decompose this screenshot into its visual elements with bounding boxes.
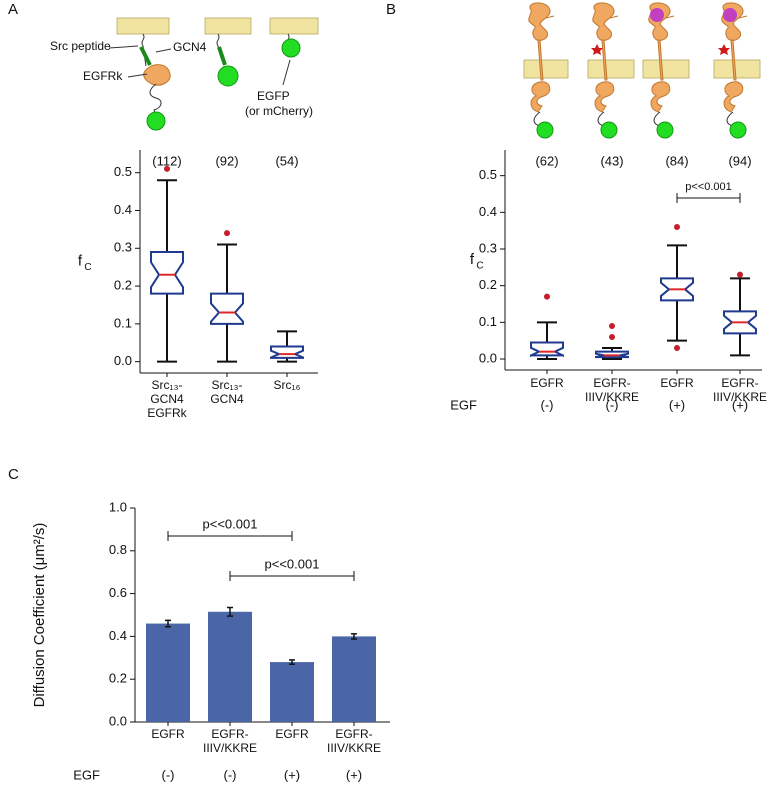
x-tick-label: GCN4 — [210, 392, 244, 406]
x-tick-label: IIIV/KKRE — [327, 741, 381, 755]
y-tick-label: 0.5 — [114, 164, 132, 179]
schematic-b — [523, 2, 761, 139]
y-tick-label: 0.4 — [479, 204, 497, 219]
x-tick-label: GCN4 — [150, 392, 184, 406]
x-tick-label: EGFR- — [211, 727, 248, 741]
y-tick-label: 0.3 — [114, 240, 132, 255]
y-tick-label: 0.1 — [114, 315, 132, 330]
count-label: (112) — [152, 153, 181, 168]
row-value: (-) — [541, 397, 554, 412]
y-tick-label: 0.5 — [479, 167, 497, 182]
panel-label: B — [386, 1, 396, 18]
y-axis-label: f — [78, 252, 83, 269]
x-tick-label: Src₁₃- — [152, 378, 183, 392]
row-value: (+) — [732, 397, 748, 412]
y-tick-label: 0.2 — [109, 671, 127, 686]
y-tick-label: 0.2 — [479, 277, 497, 292]
x-tick-label: EGFR- — [593, 376, 630, 390]
row-label: EGF — [73, 767, 100, 782]
y-tick-label: 0.4 — [114, 202, 132, 217]
x-tick-label: EGFR- — [335, 727, 372, 741]
panel-label: C — [8, 466, 19, 483]
schematic-a: Src peptide GCN4 EGFRk EGFP (or mCherry) — [50, 17, 319, 131]
row-value: (-) — [162, 767, 175, 782]
count-label: (94) — [728, 153, 751, 168]
x-tick-label: EGFRk — [147, 406, 187, 420]
outlier — [674, 224, 680, 230]
y-tick-label: 0.4 — [109, 628, 127, 643]
row-value: (+) — [669, 397, 685, 412]
y-tick-label: 0.0 — [109, 713, 127, 728]
x-tick-label: EGFR — [660, 376, 694, 390]
x-tick-label: EGFR- — [721, 376, 758, 390]
y-tick-label: 0.1 — [479, 314, 497, 329]
outlier — [164, 165, 170, 172]
significance-label: p<<0.001 — [685, 181, 732, 193]
box — [150, 251, 184, 295]
x-tick-label: Src₁₃- — [212, 378, 243, 392]
box — [530, 341, 564, 358]
diagram-label: Src peptide — [50, 39, 111, 53]
bar — [270, 662, 314, 722]
y-tick-label: 0.3 — [479, 240, 497, 255]
y-axis-label: f — [470, 251, 475, 268]
row-value: (+) — [284, 767, 300, 782]
diagram-label: (or mCherry) — [245, 104, 313, 118]
x-tick-label: Src₁₆ — [274, 378, 301, 392]
x-tick-label: EGFR — [151, 727, 185, 741]
panel-label: A — [8, 1, 18, 18]
count-label: (54) — [275, 153, 298, 168]
significance-label: p<<0.001 — [265, 556, 320, 571]
outlier — [609, 334, 615, 340]
bar — [332, 636, 376, 722]
outlier — [544, 293, 550, 300]
row-value: (+) — [346, 767, 362, 782]
y-tick-label: 0.8 — [109, 542, 127, 557]
diagram-label: EGFP — [257, 89, 290, 103]
x-tick-label: IIIV/KKRE — [585, 390, 639, 404]
outlier — [609, 323, 615, 329]
y-tick-label: 0.2 — [114, 278, 132, 293]
diagram-label: GCN4 — [173, 40, 207, 54]
box — [270, 345, 304, 359]
y-axis-label: Diffusion Coefficient (μm²/s) — [31, 523, 48, 708]
count-label: (92) — [215, 153, 238, 168]
bar — [146, 623, 190, 722]
y-tick-label: 1.0 — [109, 499, 127, 514]
outlier — [737, 271, 743, 278]
x-tick-label: EGFR — [275, 727, 309, 741]
x-tick-label: IIIV/KKRE — [203, 741, 257, 755]
box — [210, 292, 244, 325]
count-label: (43) — [600, 153, 623, 168]
bar — [208, 611, 252, 722]
diagram-label: EGFRk — [83, 69, 123, 83]
row-label: EGF — [450, 397, 477, 412]
count-label: (62) — [535, 153, 558, 168]
row-value: (-) — [224, 767, 237, 782]
x-tick-label: IIIV/KKRE — [713, 390, 767, 404]
significance-label: p<<0.001 — [203, 516, 258, 531]
y-axis-label-sub: C — [476, 261, 483, 272]
x-tick-label: EGFR — [530, 376, 564, 390]
outlier — [674, 345, 680, 351]
y-tick-label: 0.0 — [114, 353, 132, 368]
y-tick-label: 0.6 — [109, 585, 127, 600]
y-axis-label-sub: C — [84, 262, 91, 273]
count-label: (84) — [665, 153, 688, 168]
row-value: (-) — [606, 397, 619, 412]
y-tick-label: 0.0 — [479, 350, 497, 365]
outlier — [224, 230, 230, 237]
